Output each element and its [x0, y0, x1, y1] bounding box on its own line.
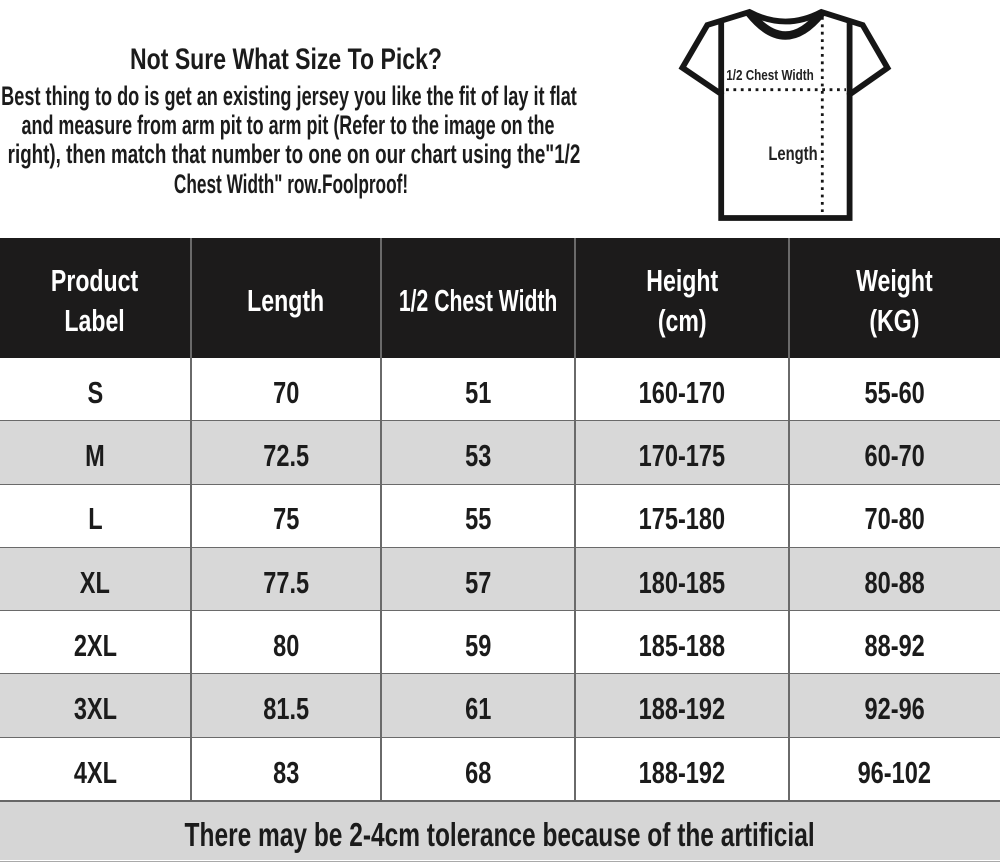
- svg-text:Length: Length: [768, 143, 817, 164]
- svg-text:1/2 Chest Width: 1/2 Chest Width: [726, 67, 814, 84]
